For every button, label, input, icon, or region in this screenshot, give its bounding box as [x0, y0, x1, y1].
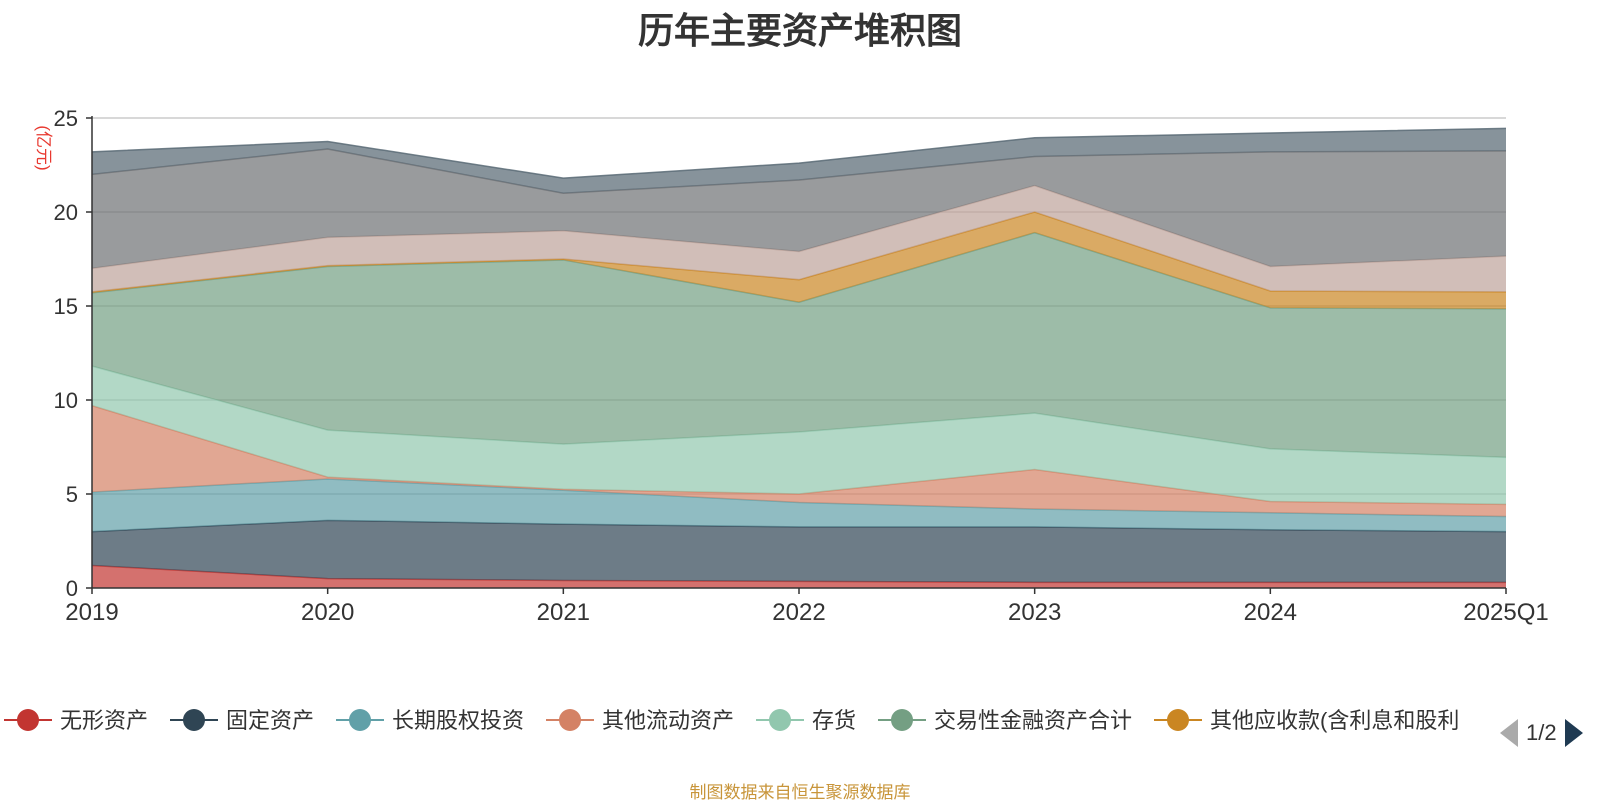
area-series-4[interactable] [92, 366, 1506, 505]
area-series-6[interactable] [92, 212, 1506, 309]
legend-pager: 1/2 [1500, 718, 1583, 748]
legend-item-4[interactable]: 存货 [756, 708, 856, 733]
legend-item-1[interactable]: 固定资产 [170, 708, 314, 733]
x-tick-label-1: 2020 [301, 599, 354, 626]
legend-item-6[interactable]: 其他应收款(含利息和股利) [1154, 708, 1467, 733]
y-tick-label-25: 25 [54, 106, 78, 131]
legend-item-5[interactable]: 交易性金融资产合计 [878, 708, 1132, 733]
legend-marker-5 [891, 709, 913, 731]
legend-marker-4 [769, 709, 791, 731]
stacked-area-chart: 0 5 10 15 20 25 2019 2020 2021 2022 2023 2024 2025Q1… [4, 106, 1549, 733]
area-series [91, 127, 1507, 588]
area-series-3[interactable] [92, 405, 1506, 517]
legend-page-indicator: 1/2 [1526, 720, 1557, 745]
legend-marker-6 [1167, 709, 1189, 731]
legend-next-page-icon[interactable] [1564, 719, 1583, 747]
y-tick-label-15: 15 [54, 294, 78, 319]
y-tick-label-5: 5 [66, 482, 78, 507]
legend-item-3[interactable]: 其他流动资产 [546, 708, 734, 733]
legend: 无形资产 固定资产 长期股权投资 其他流动资产 存货 交易性金融资产合计 其他应收款(含利息… [4, 708, 1467, 733]
legend-marker-2 [349, 709, 371, 731]
x-tick-label-5: 2024 [1244, 599, 1297, 626]
legend-marker-0 [17, 709, 39, 731]
area-edge-9 [91, 127, 1507, 179]
axes: 0 5 10 15 20 25 2019 2020 2021 2022 2023 2024 2025Q1… [34, 106, 1549, 626]
legend-label-5: 交易性金融资产合计 [934, 708, 1132, 733]
y-tick-label-0: 0 [66, 576, 78, 601]
area-series-7[interactable] [92, 185, 1506, 292]
y-axis-unit-label: (亿元) [34, 125, 53, 170]
legend-marker-3 [559, 709, 581, 731]
legend-label-2: 长期股权投资 [392, 708, 524, 733]
x-tick-label-0: 2019 [65, 599, 118, 626]
legend-label-3: 其他流动资产 [602, 708, 734, 733]
data-source-footer: 制图数据来自恒生聚源数据库 [689, 783, 911, 802]
area-series-9[interactable] [92, 128, 1506, 194]
legend-label-4: 存货 [812, 708, 856, 733]
chart-title: 历年主要资产堆积图 [637, 10, 962, 51]
legend-prev-page-icon[interactable] [1500, 719, 1518, 747]
legend-label-6: 其他应收款(含利息和股利) [1210, 708, 1467, 733]
area-series-2[interactable] [92, 478, 1506, 532]
x-tick-label-6: 2025Q1 [1463, 599, 1548, 626]
legend-marker-1 [183, 709, 205, 731]
legend-label-1: 固定资产 [226, 708, 314, 733]
area-series-5[interactable] [92, 232, 1506, 458]
x-tick-label-3: 2022 [772, 599, 825, 626]
y-tick-label-10: 10 [54, 388, 78, 413]
area-series-8[interactable] [92, 149, 1506, 269]
legend-item-0[interactable]: 无形资产 [4, 708, 148, 733]
area-series-1[interactable] [92, 520, 1506, 583]
x-tick-label-2: 2021 [537, 599, 590, 626]
legend-item-2[interactable]: 长期股权投资 [336, 708, 524, 733]
y-tick-label-20: 20 [54, 200, 78, 225]
x-tick-label-4: 2023 [1008, 599, 1061, 626]
legend-label-0: 无形资产 [60, 708, 148, 733]
